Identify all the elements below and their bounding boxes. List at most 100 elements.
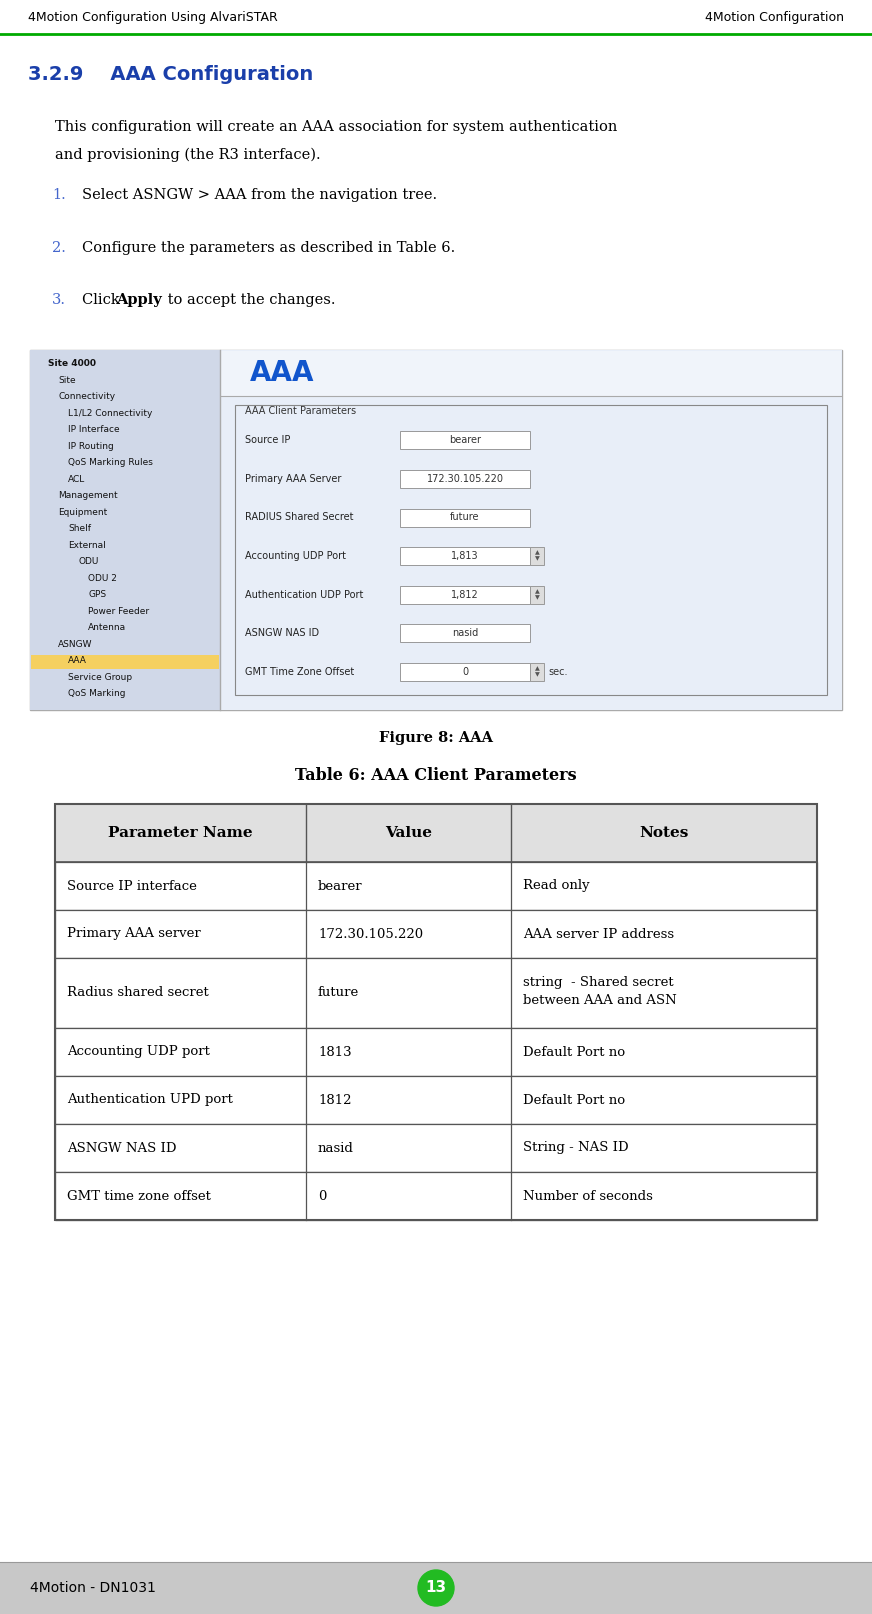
Bar — [530, 547, 544, 565]
Text: Configure the parameters as described in Table 6.: Configure the parameters as described in… — [82, 240, 455, 255]
Text: Table 6: AAA Client Parameters: Table 6: AAA Client Parameters — [296, 768, 576, 784]
Text: Primary AAA server: Primary AAA server — [67, 928, 201, 941]
Text: 1,812: 1,812 — [451, 589, 479, 600]
Text: QoS Marking Rules: QoS Marking Rules — [68, 458, 153, 468]
Text: nasid: nasid — [318, 1141, 354, 1154]
Text: ODU 2: ODU 2 — [88, 573, 117, 583]
Text: ▼: ▼ — [535, 557, 540, 562]
Text: 1812: 1812 — [318, 1094, 351, 1107]
Text: Site: Site — [58, 376, 76, 386]
Text: ASNGW NAS ID: ASNGW NAS ID — [245, 628, 319, 638]
Text: ▲: ▲ — [535, 589, 540, 594]
Text: 0: 0 — [462, 667, 468, 676]
Text: AAA server IP address: AAA server IP address — [523, 928, 674, 941]
Text: 4Motion Configuration: 4Motion Configuration — [705, 11, 844, 24]
Text: Number of seconds: Number of seconds — [523, 1190, 653, 1202]
Text: 4Motion Configuration Using AlvariSTAR: 4Motion Configuration Using AlvariSTAR — [28, 11, 278, 24]
Bar — [31, 655, 219, 668]
Text: QoS Marking: QoS Marking — [68, 689, 126, 697]
Bar — [30, 350, 220, 710]
Text: Equipment: Equipment — [58, 508, 107, 516]
Text: ▲: ▲ — [535, 667, 540, 671]
Bar — [235, 405, 827, 696]
Text: string  - Shared secret: string - Shared secret — [523, 976, 674, 989]
Text: between AAA and ASN: between AAA and ASN — [523, 994, 677, 1007]
Text: Primary AAA Server: Primary AAA Server — [245, 475, 341, 484]
Bar — [55, 804, 817, 862]
Text: future: future — [450, 513, 480, 523]
Text: bearer: bearer — [318, 880, 363, 893]
Text: Antenna: Antenna — [88, 623, 126, 633]
Text: 3.: 3. — [52, 294, 66, 307]
Text: ASNGW NAS ID: ASNGW NAS ID — [67, 1141, 176, 1154]
Text: to accept the changes.: to accept the changes. — [163, 294, 336, 307]
Bar — [220, 350, 842, 710]
Bar — [55, 1077, 817, 1123]
Bar — [55, 910, 817, 959]
Text: AAA Client Parameters: AAA Client Parameters — [245, 407, 356, 416]
Text: ▼: ▼ — [535, 596, 540, 600]
Text: IP Interface: IP Interface — [68, 426, 119, 434]
Text: Apply: Apply — [116, 294, 161, 307]
Bar — [530, 663, 544, 681]
Text: String - NAS ID: String - NAS ID — [523, 1141, 629, 1154]
Text: ACL: ACL — [68, 475, 85, 484]
Bar — [55, 804, 817, 1220]
Text: 3.2.9    AAA Configuration: 3.2.9 AAA Configuration — [28, 66, 313, 84]
Bar — [55, 1028, 817, 1077]
Bar — [400, 625, 530, 642]
Text: Click: Click — [82, 294, 125, 307]
Bar — [55, 862, 817, 910]
Text: 172.30.105.220: 172.30.105.220 — [426, 475, 503, 484]
Text: Figure 8: AAA: Figure 8: AAA — [379, 731, 493, 746]
Text: 1,813: 1,813 — [451, 550, 479, 562]
Bar — [400, 431, 530, 449]
Text: This configuration will create an AAA association for system authentication: This configuration will create an AAA as… — [55, 119, 617, 134]
Bar — [30, 350, 842, 710]
Text: 172.30.105.220: 172.30.105.220 — [318, 928, 423, 941]
Text: future: future — [318, 986, 359, 999]
Bar — [400, 663, 530, 681]
Text: sec.: sec. — [548, 667, 568, 676]
Bar — [55, 1123, 817, 1172]
Text: Parameter Name: Parameter Name — [108, 826, 253, 839]
Text: Shelf: Shelf — [68, 525, 91, 533]
Text: 13: 13 — [426, 1580, 446, 1596]
Text: 4Motion - DN1031: 4Motion - DN1031 — [30, 1582, 156, 1595]
Text: and provisioning (the R3 interface).: and provisioning (the R3 interface). — [55, 148, 321, 163]
Text: Radius shared secret: Radius shared secret — [67, 986, 208, 999]
Text: L1/L2 Connectivity: L1/L2 Connectivity — [68, 408, 153, 418]
Text: GMT time zone offset: GMT time zone offset — [67, 1190, 211, 1202]
Text: ASNGW: ASNGW — [58, 639, 92, 649]
Text: Connectivity: Connectivity — [58, 392, 115, 402]
Text: Site 4000: Site 4000 — [48, 360, 96, 368]
Text: ▼: ▼ — [535, 673, 540, 678]
Text: Notes: Notes — [639, 826, 689, 839]
Text: ODU: ODU — [78, 557, 99, 567]
Text: AAA: AAA — [68, 655, 87, 665]
Text: Select ASNGW > AAA from the navigation tree.: Select ASNGW > AAA from the navigation t… — [82, 187, 437, 202]
Text: Accounting UDP Port: Accounting UDP Port — [245, 550, 346, 562]
Bar — [55, 959, 817, 1028]
Text: 0: 0 — [318, 1190, 326, 1202]
Text: Authentication UPD port: Authentication UPD port — [67, 1094, 233, 1107]
Text: bearer: bearer — [449, 436, 481, 445]
Text: 1.: 1. — [52, 187, 65, 202]
Text: Read only: Read only — [523, 880, 589, 893]
Text: Source IP: Source IP — [245, 436, 290, 445]
Text: Accounting UDP port: Accounting UDP port — [67, 1046, 210, 1059]
Bar — [530, 586, 544, 604]
Bar — [0, 1562, 872, 1614]
Bar — [400, 470, 530, 487]
Text: 1813: 1813 — [318, 1046, 351, 1059]
Text: GMT Time Zone Offset: GMT Time Zone Offset — [245, 667, 354, 676]
Text: External: External — [68, 541, 106, 550]
Text: nasid: nasid — [452, 628, 478, 638]
Bar — [400, 586, 530, 604]
Text: AAA: AAA — [250, 358, 315, 387]
Text: Power Feeder: Power Feeder — [88, 607, 149, 615]
Text: Service Group: Service Group — [68, 673, 133, 681]
Text: Default Port no: Default Port no — [523, 1046, 625, 1059]
Text: GPS: GPS — [88, 591, 106, 599]
Text: Source IP interface: Source IP interface — [67, 880, 197, 893]
